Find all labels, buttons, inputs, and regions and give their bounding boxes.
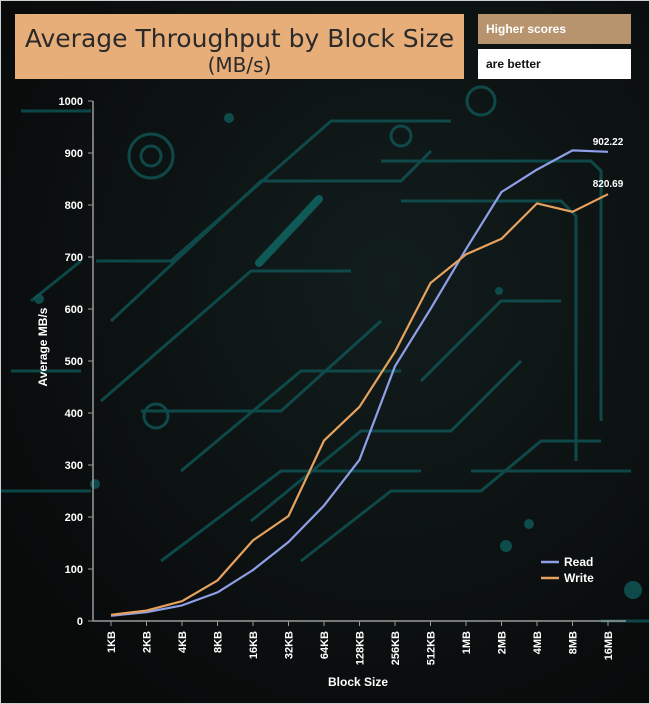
x-tick-label: 128KB: [355, 631, 367, 665]
x-tick-label: 1MB: [461, 631, 473, 654]
chart-title-line1: Average Throughput by Block Size: [24, 24, 455, 53]
x-tick-label: 16MB: [603, 631, 615, 660]
x-tick-label: 2KB: [142, 631, 154, 653]
x-axis-label: Block Size: [328, 675, 388, 689]
x-tick-label: 4KB: [177, 631, 189, 653]
data-label-write: 820.69: [593, 179, 624, 190]
y-tick-label: 200: [65, 512, 83, 524]
y-tick-label: 0: [77, 616, 83, 628]
legend-write-label: Write: [564, 571, 594, 585]
y-tick-label: 500: [65, 356, 83, 368]
chart-title: Average Throughput by Block Size (MB/s): [15, 14, 464, 79]
legend: Read Write: [541, 555, 594, 585]
y-tick-label: 800: [65, 200, 83, 212]
chart-title-line2: (MB/s): [207, 53, 272, 77]
x-tick-label: 64KB: [319, 631, 331, 659]
y-tick-label: 700: [65, 252, 83, 264]
x-tick-label: 512KB: [426, 631, 438, 665]
x-tick-label: 8MB: [568, 631, 580, 654]
y-axis-label: Average MB/s: [36, 307, 50, 386]
x-tick-label: 2MB: [497, 631, 509, 654]
x-tick-label: 32KB: [284, 631, 296, 659]
x-tick-label: 256KB: [390, 631, 402, 665]
badge-are-better: are better: [478, 49, 631, 79]
x-tick-label: 1KB: [106, 631, 118, 653]
x-tick-label: 16KB: [248, 631, 260, 659]
series-line-read: [110, 149, 609, 617]
x-tick-label: 4MB: [532, 631, 544, 654]
y-tick-label: 400: [65, 408, 83, 420]
x-tick-label: 8KB: [213, 631, 225, 653]
legend-read-label: Read: [564, 555, 593, 569]
y-tick-label: 1000: [59, 96, 83, 108]
y-tick-label: 600: [65, 304, 83, 316]
series-line-write: [110, 193, 609, 616]
y-tick-label: 900: [65, 148, 83, 160]
y-tick-label: 100: [65, 564, 83, 576]
data-label-read: 902.22: [593, 137, 624, 148]
badge-higher-scores: Higher scores: [478, 14, 631, 44]
y-tick-label: 300: [65, 460, 83, 472]
